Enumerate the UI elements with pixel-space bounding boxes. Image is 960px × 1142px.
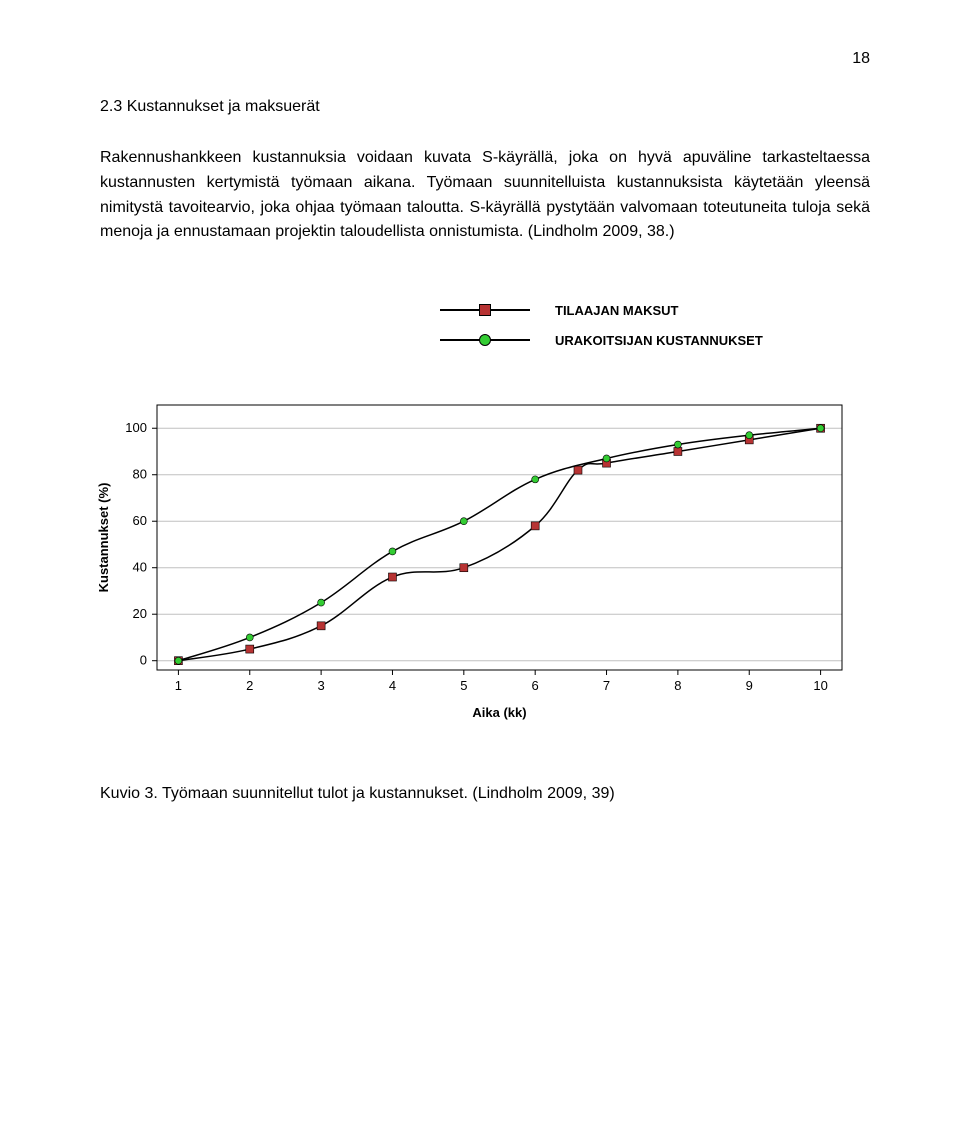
svg-text:100: 100	[125, 420, 147, 435]
legend-label-2: URAKOITSIJAN KUSTANNUKSET	[555, 333, 763, 348]
svg-text:10: 10	[813, 678, 827, 693]
chart-legend: TILAAJAN MAKSUT URAKOITSIJAN KUSTANNUKSE…	[440, 295, 870, 355]
svg-text:6: 6	[532, 678, 539, 693]
figure-caption: Kuvio 3. Työmaan suunnitellut tulot ja k…	[100, 785, 870, 803]
svg-text:Kustannukset (%): Kustannukset (%)	[96, 483, 111, 593]
page: 18 2.3 Kustannukset ja maksuerät Rakennu…	[0, 0, 960, 843]
svg-text:5: 5	[460, 678, 467, 693]
legend-row-2: URAKOITSIJAN KUSTANNUKSET	[440, 325, 870, 355]
legend-line-1	[440, 309, 530, 311]
svg-text:3: 3	[317, 678, 324, 693]
svg-text:1: 1	[175, 678, 182, 693]
square-marker-icon	[479, 304, 491, 316]
page-number: 18	[100, 50, 870, 68]
s-curve-chart: 0 20 40 60 80 100 1 2 3 4 5 6 7 8 9 10 Aika (kk) Kustannu…	[92, 395, 862, 725]
legend-line-2	[440, 339, 530, 341]
svg-text:9: 9	[746, 678, 753, 693]
svg-text:Aika (kk): Aika (kk)	[472, 705, 526, 720]
svg-text:8: 8	[674, 678, 681, 693]
legend-label-1: TILAAJAN MAKSUT	[555, 303, 679, 318]
svg-text:60: 60	[133, 513, 147, 528]
body-paragraph: Rakennushankkeen kustannuksia voidaan ku…	[100, 146, 870, 245]
legend-row-1: TILAAJAN MAKSUT	[440, 295, 870, 325]
svg-text:0: 0	[140, 653, 147, 668]
chart-svg: 0 20 40 60 80 100 1 2 3 4 5 6 7 8 9 10 Aika (kk) Kustannu…	[92, 395, 862, 725]
svg-text:2: 2	[246, 678, 253, 693]
section-heading: 2.3 Kustannukset ja maksuerät	[100, 98, 870, 116]
svg-text:80: 80	[133, 467, 147, 482]
svg-text:4: 4	[389, 678, 396, 693]
svg-text:20: 20	[133, 606, 147, 621]
svg-text:40: 40	[133, 560, 147, 575]
circle-marker-icon	[479, 334, 491, 346]
svg-text:7: 7	[603, 678, 610, 693]
